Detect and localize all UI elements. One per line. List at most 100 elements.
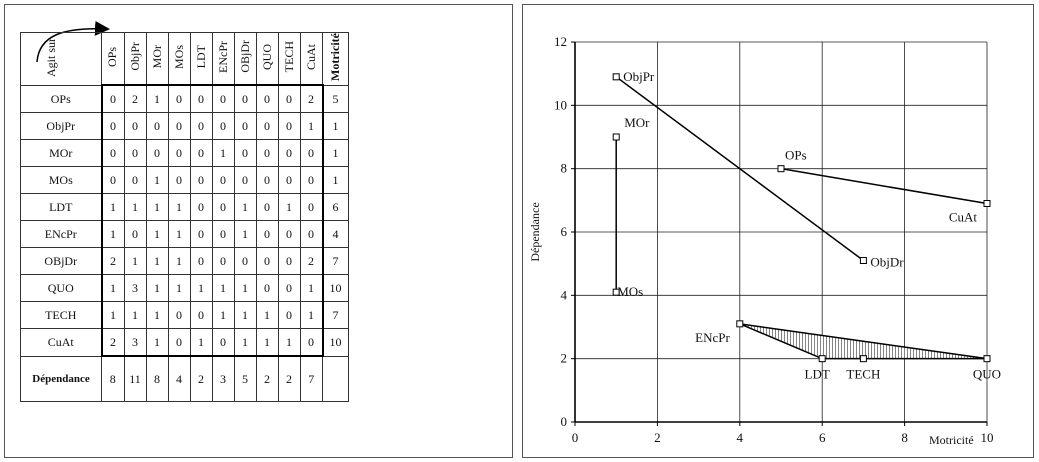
matrix-cell: 0: [100, 84, 125, 114]
column-header-label: TECH: [281, 41, 296, 73]
matrix-cell: 0: [167, 112, 191, 141]
matrix-row-label: MOs: [20, 166, 102, 195]
dependance-value: 11: [123, 355, 147, 402]
matrix-cell: 0: [211, 84, 235, 114]
motricite-value: 1: [322, 139, 349, 168]
matrix-cell: 1: [277, 193, 301, 222]
data-point-marker: [612, 73, 620, 81]
matrix-cell: 1: [167, 247, 191, 276]
matrix-cell: 1: [211, 301, 235, 330]
matrix-row-label: MOr: [20, 139, 102, 168]
matrix-cell: 0: [211, 166, 235, 195]
dependance-value: 8: [145, 355, 169, 402]
x-axis-label: Motricité: [929, 433, 974, 447]
matrix-cell: 0: [100, 166, 125, 195]
matrix-cell: 1: [233, 220, 257, 249]
data-point-marker: [859, 355, 867, 363]
matrix-cell: 0: [189, 112, 213, 141]
data-point-marker: [736, 320, 744, 328]
matrix-cell: 0: [145, 112, 169, 141]
matrix-header-row: Agit sur OPs ObjPr MOr MOs LDT ENcPr OBjDr QUO TE…: [20, 32, 349, 86]
data-point-marker: [818, 355, 826, 363]
matrix-cell: 1: [167, 220, 191, 249]
dependance-value: 3: [211, 355, 235, 402]
matrix-cell: 0: [123, 112, 147, 141]
matrix-row-label: TECH: [20, 301, 102, 330]
dependance-value: 2: [189, 355, 213, 402]
matrix-column-header: OBjDr: [233, 32, 257, 86]
matrix-cell: 2: [100, 247, 125, 276]
matrix-cell: 1: [100, 301, 125, 330]
matrix-cell: 0: [189, 220, 213, 249]
matrix-cell: 1: [255, 301, 279, 330]
motricite-value: 7: [322, 301, 349, 330]
matrix-cell: 0: [255, 139, 279, 168]
motricite-value: 10: [322, 328, 349, 357]
connector-line: [739, 323, 988, 360]
matrix-cell: 1: [123, 193, 147, 222]
x-tick-label: 4: [737, 430, 744, 445]
matrix-row-label: ENcPr: [20, 220, 102, 249]
data-point-label: ObjPr: [623, 69, 655, 84]
matrix-cell: 1: [299, 301, 324, 330]
matrix-cell: 0: [277, 247, 301, 276]
data-point-marker: [859, 257, 867, 264]
matrix-cell: 1: [233, 328, 257, 358]
matrix-column-header: OPs: [101, 32, 125, 86]
matrix-cell: 0: [299, 328, 324, 358]
matrix-cell: 3: [123, 328, 147, 358]
matrix-cell: 0: [211, 220, 235, 249]
matrix-cell: 0: [123, 220, 147, 249]
matrix-cell: 0: [233, 112, 257, 141]
matrix-cell: 1: [100, 220, 125, 249]
dependance-row: Dépendance 8 11 8 4 2 3 5 2 2 7: [20, 355, 349, 402]
matrix-row: OPs 0 2 1 0 0 0 0 0 0 2 5: [20, 84, 349, 114]
data-point-marker: [612, 133, 620, 141]
motricite-value: 1: [322, 112, 349, 141]
matrix-cell: 0: [167, 139, 191, 168]
matrix-row: CuAt 2 3 1 0 1 0 1 1 1 0 10: [20, 328, 349, 358]
matrix-cell: 0: [299, 193, 324, 222]
matrix-column-header: ENcPr: [211, 32, 235, 86]
y-axis-label: Dépendance: [528, 202, 542, 261]
matrix-cell: 0: [189, 139, 213, 168]
matrix-cell: 1: [145, 166, 169, 195]
motricite-value: 1: [322, 166, 349, 195]
matrix-cell: 0: [255, 220, 279, 249]
matrix-cell: 2: [123, 84, 147, 114]
matrix-cell: 0: [233, 139, 257, 168]
dependance-value: 8: [101, 355, 125, 402]
matrix-cell: 0: [167, 84, 191, 114]
y-tick-label: 6: [561, 224, 568, 239]
y-tick-label: 12: [554, 34, 567, 49]
matrix-cell: 1: [145, 247, 169, 276]
motricite-header-label: Motricité: [327, 33, 342, 81]
matrix-row: QUO 1 3 1 1 1 1 1 0 0 1 10: [20, 274, 349, 303]
matrix-cell: 2: [299, 84, 324, 114]
matrix-cell: 0: [255, 193, 279, 222]
matrix-cell: 1: [123, 301, 147, 330]
matrix-cell: 0: [167, 166, 191, 195]
matrix-cell: 1: [145, 220, 169, 249]
motricite-value: 5: [322, 84, 349, 114]
matrix-cell: 2: [100, 328, 125, 358]
matrix-cell: 0: [255, 84, 279, 114]
column-header-label: LDT: [193, 45, 208, 69]
matrix-cell: 1: [145, 274, 169, 303]
influence-matrix-table: Agit sur OPs ObjPr MOr MOs LDT ENcPr OBjDr QUO TE…: [20, 32, 349, 402]
matrix-cell: 0: [167, 301, 191, 330]
matrix-cell: 1: [211, 274, 235, 303]
matrix-row-label: QUO: [20, 274, 102, 303]
matrix-cell: 0: [100, 112, 125, 141]
matrix-cell: 1: [145, 328, 169, 358]
matrix-row: OBjDr 2 1 1 1 0 0 0 0 0 2 7: [20, 247, 349, 276]
matrix-row-label: LDT: [20, 193, 102, 222]
column-header-label: MOs: [171, 44, 186, 69]
matrix-cell: 0: [277, 166, 301, 195]
matrix-cell: 0: [299, 220, 324, 249]
connector-line: [739, 323, 823, 360]
y-tick-label: 8: [561, 161, 568, 176]
matrix-cell: 0: [211, 328, 235, 358]
matrix-cell: 1: [167, 193, 191, 222]
column-header-label: QUO: [259, 43, 274, 70]
